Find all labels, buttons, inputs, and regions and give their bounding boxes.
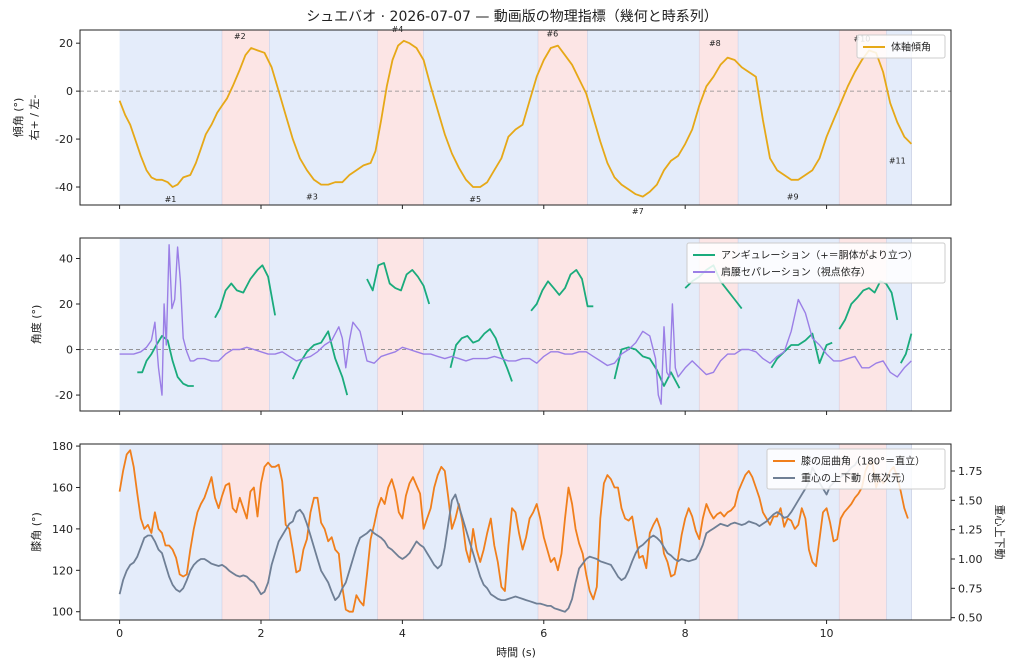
x-tick-label: 4: [399, 627, 406, 640]
y-tick-label: 0: [66, 344, 73, 357]
phase-band-blue: [738, 30, 840, 205]
legend-entry: 体軸傾角: [891, 41, 931, 54]
y-right-axis-label: 重心上下動: [993, 505, 1007, 560]
phase-band-red: [377, 30, 424, 205]
legend-box: [856, 34, 946, 59]
y-axis-sublabel: 右+ / 左-: [27, 95, 41, 141]
chart-title: シュエバオ · 2026-07-07 — 動画版の物理指標（幾何と時系列）: [306, 9, 718, 25]
series-line-knee: [118, 449, 909, 613]
phase-band-blue: [587, 30, 700, 205]
swing-number-annotation: #6: [546, 30, 558, 39]
phase-band-blue: [119, 238, 223, 411]
legend: 膝の屈曲角（180°＝直立） 重心の上下動（無次元）: [766, 448, 946, 490]
legend-entry: アンギュレーション（+＝胴体がより立つ）: [721, 249, 918, 262]
swing-number-annotation: #7: [632, 207, 644, 216]
series-line-angulation-segment: [838, 280, 899, 330]
phase-band-blue: [269, 444, 378, 620]
y-right-tick-label: 0.50: [958, 612, 983, 625]
series-line-angulation-segment: [366, 262, 431, 305]
y-tick-label: 160: [52, 481, 73, 494]
y-right-tick-label: 1.25: [958, 524, 983, 537]
panel-3: 100 120 140 160 180 0 2 4 6 8 10 膝角 (°) 0.50 0.75 1.00…: [30, 440, 1007, 640]
y-tick-label: 0: [66, 85, 73, 98]
phase-band-red: [699, 30, 739, 205]
y-right-tick-label: 0.75: [958, 582, 983, 595]
phase-band-blue: [119, 30, 223, 205]
legend: アンギュレーション（+＝胴体がより立つ） 肩腰セパレーション（視点依存）: [686, 242, 946, 284]
legend-box: [686, 242, 946, 284]
y-axis-label: 膝角 (°): [30, 512, 43, 552]
x-axis-label: 時間 (s): [496, 646, 536, 659]
phase-band-blue: [423, 238, 539, 411]
y-tick-label: -40: [55, 181, 73, 194]
legend-entry: 膝の屈曲角（180°＝直立）: [801, 455, 925, 468]
series-line-com: [118, 458, 860, 613]
panel-2: -20 0 20 40 角度 (°) アンギュレーション（+＝胴体がより立つ） 肩腰セパレー…: [29, 237, 952, 415]
swing-number-annotation: #1: [165, 195, 177, 204]
phase-band-red: [222, 30, 270, 205]
series-line-angulation-segment: [613, 346, 681, 389]
phase-band-blue: [269, 238, 378, 411]
y-tick-label: -20: [55, 133, 73, 146]
swing-number-annotation: #9: [787, 193, 799, 202]
x-tick-label: 6: [540, 627, 547, 640]
y-axis-label: 角度 (°): [29, 305, 43, 345]
swing-number-annotation: #5: [469, 195, 481, 204]
legend: 体軸傾角: [856, 34, 946, 59]
phase-band-blue: [423, 444, 539, 620]
legend-entry: 重心の上下動（無次元）: [801, 472, 911, 485]
swing-number-annotation: #8: [709, 39, 721, 48]
series-line-tilt: [118, 39, 913, 198]
y-tick-label: 40: [59, 252, 73, 265]
y-tick-label: 20: [59, 37, 73, 50]
phase-band-blue: [119, 444, 223, 620]
legend-box: [766, 448, 946, 490]
series-line-angulation-segment: [900, 333, 913, 364]
y-right-tick-label: 1.50: [958, 494, 983, 507]
phase-band-blue: [886, 30, 912, 205]
plot-frame: [79, 29, 952, 206]
swing-number-annotation: #4: [392, 25, 404, 34]
y-axis-label: 傾角 (°): [11, 98, 25, 138]
series-line-separation: [119, 244, 912, 405]
x-tick-label: 10: [820, 627, 834, 640]
x-tick-label: 2: [257, 627, 264, 640]
swing-number-annotation: #11: [889, 157, 906, 166]
y-tick-label: 20: [59, 298, 73, 311]
series-line-angulation-segment: [530, 269, 594, 312]
x-tick-label: 0: [116, 627, 123, 640]
y-right-tick-label: 1.75: [958, 465, 983, 478]
y-tick-label: -20: [55, 389, 73, 402]
swing-number-annotation: #2: [234, 32, 246, 41]
x-tick-label: 8: [682, 627, 689, 640]
phase-band-red: [377, 444, 424, 620]
y-tick-label: 180: [52, 440, 73, 453]
plot-frame: [79, 443, 952, 621]
series-line-angulation-segment: [449, 328, 513, 382]
phase-band-red: [222, 238, 270, 411]
swing-number-annotation: #3: [306, 193, 318, 202]
phase-band-red: [538, 30, 588, 205]
phase-band-red: [538, 238, 588, 411]
series-line-angulation-segment: [137, 335, 194, 387]
panel-1: -40 -20 0 20 傾角 (°) 右+ / 左- #1 #2 #3 #4 #5 #6 #7 #8 #9…: [11, 25, 952, 216]
y-tick-label: 100: [52, 606, 73, 619]
phase-band-blue: [423, 30, 539, 205]
series-line-angulation-segment: [214, 264, 276, 319]
plot-frame: [79, 237, 952, 412]
series-line-angulation-segment: [770, 332, 833, 369]
phase-band-red: [699, 444, 739, 620]
y-tick-label: 120: [52, 564, 73, 577]
y-tick-label: 140: [52, 523, 73, 536]
y-right-tick-label: 1.00: [958, 553, 983, 566]
legend-entry: 肩腰セパレーション（視点依存）: [721, 266, 871, 279]
phase-band-blue: [269, 30, 378, 205]
phase-band-blue: [587, 238, 700, 411]
phase-band-blue: [587, 444, 700, 620]
phase-band-red: [222, 444, 270, 620]
